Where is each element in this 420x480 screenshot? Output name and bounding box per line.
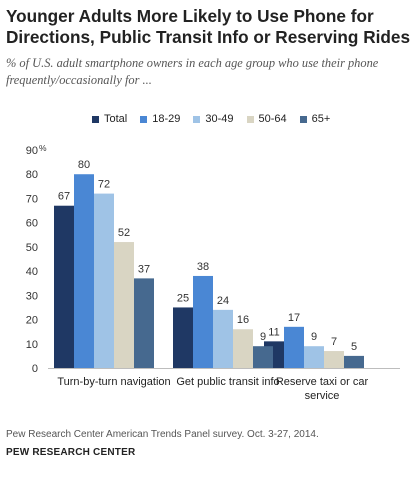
y-tick-label: 80 (26, 169, 38, 181)
bar-18-29-2 (284, 326, 304, 368)
legend-swatch-total (92, 115, 99, 123)
legend-item-18-29: 18-29 (140, 113, 180, 125)
bar-50-64-1 (233, 329, 253, 368)
legend-item-50-64: 50-64 (246, 113, 287, 125)
bar-18-29-1 (193, 275, 213, 368)
category-label: Reserve taxi or car (276, 376, 369, 388)
legend-swatch-65plus (299, 115, 307, 123)
legend-label-30-49: 30-49 (205, 113, 234, 125)
data-label: 67 (58, 191, 70, 203)
chart-legend: Total 18-29 30-49 50-64 65+ (92, 113, 343, 125)
y-tick-label: 30 (26, 290, 38, 302)
legend-label-65plus: 65+ (311, 113, 331, 125)
legend-item-30-49: 30-49 (193, 113, 234, 125)
bar-30-49-2 (304, 346, 324, 368)
y-tick-label: 60 (26, 218, 38, 230)
y-tick-label: 90 (26, 145, 38, 157)
category-label: Turn-by-turn navigation (57, 376, 170, 388)
bar-50-64-0 (114, 242, 134, 368)
legend-swatch-18-29 (140, 115, 148, 123)
y-tick-label: 40 (26, 266, 38, 278)
y-tick-label: 50 (26, 242, 38, 254)
bar-65plus-2 (344, 355, 364, 368)
organization-name: PEW RESEARCH CENTER (6, 447, 136, 458)
bar-30-49-0 (94, 193, 114, 368)
data-label: 17 (288, 312, 300, 324)
bar-total-1 (173, 307, 193, 368)
bar-total-0 (54, 205, 74, 368)
source-note: Pew Research Center American Trends Pane… (6, 429, 319, 440)
y-tick-label: 0 (32, 363, 38, 375)
legend-item-65plus: 65+ (299, 113, 331, 125)
y-tick-label: 10 (26, 339, 38, 351)
bar-50-64-2 (324, 351, 344, 368)
legend-label-18-29: 18-29 (152, 113, 181, 125)
category-label: Get public transit info (176, 376, 279, 388)
data-label: 37 (138, 263, 150, 275)
bar-65plus-0 (134, 278, 154, 368)
legend-swatch-50-64 (246, 115, 254, 123)
data-label: 72 (98, 179, 110, 191)
data-label: 11 (268, 326, 279, 338)
data-label: 80 (78, 159, 90, 171)
data-label: 25 (177, 292, 189, 304)
chart-subtitle: % of U.S. adult smartphone owners in eac… (6, 56, 379, 87)
data-label: 9 (311, 331, 317, 343)
bar-65plus-1 (253, 346, 273, 368)
data-label: 7 (331, 336, 337, 348)
data-label: 5 (351, 341, 357, 353)
legend-swatch-30-49 (193, 115, 201, 123)
data-label: 16 (237, 314, 249, 326)
bar-18-29-0 (74, 174, 94, 368)
y-unit-label: % (39, 143, 47, 153)
y-tick-label: 70 (26, 193, 38, 205)
data-label: 24 (217, 295, 229, 307)
chart-title: Younger Adults More Likely to Use Phone … (6, 6, 410, 47)
data-label: 9 (260, 331, 266, 343)
legend-item-total: Total (92, 113, 127, 125)
legend-label-total: Total (104, 113, 128, 125)
bar-30-49-1 (213, 309, 233, 368)
y-tick-label: 20 (26, 315, 38, 327)
data-label: 52 (118, 227, 130, 239)
category-label: service (305, 390, 340, 402)
data-label: 38 (197, 261, 209, 273)
legend-label-50-64: 50-64 (258, 113, 287, 125)
